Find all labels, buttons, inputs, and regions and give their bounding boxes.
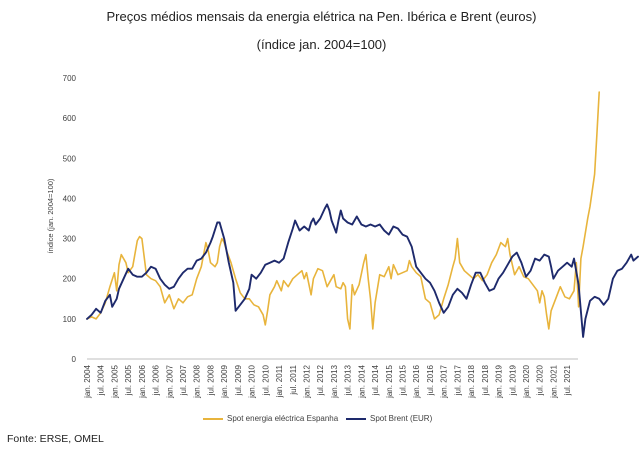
x-tick-label: jul. 2019	[508, 364, 517, 396]
x-tick-label: jul. 2015	[399, 364, 408, 396]
x-tick-label: jul. 2012	[316, 364, 325, 396]
x-tick-label: jan. 2004	[83, 364, 92, 398]
x-tick-label: jul. 2007	[179, 364, 188, 396]
series-layer	[86, 91, 639, 338]
x-tick-label: jul. 2005	[124, 364, 133, 396]
x-tick-label: jan. 2015	[385, 364, 394, 398]
legend-swatch-brent	[346, 417, 366, 420]
legend-label-brent: Spot Brent (EUR)	[370, 414, 433, 423]
x-tick-label: jul. 2010	[261, 364, 270, 396]
x-tick-label: jan. 2013	[330, 364, 339, 398]
x-tick-label: jul. 2020	[536, 364, 545, 396]
x-tick-label: jan. 2010	[248, 364, 257, 398]
x-tick-label: jan. 2014	[357, 364, 366, 398]
x-tick-label: jul. 2006	[152, 364, 161, 396]
series-line-spain	[86, 91, 600, 330]
x-tick-label: jul. 2018	[481, 364, 490, 396]
x-tick-label: jul. 2016	[426, 364, 435, 396]
x-tick-label: jan. 2018	[467, 364, 476, 398]
x-tick-label: jan. 2007	[165, 364, 174, 398]
x-tick-label: jan. 2008	[193, 364, 202, 398]
y-tick-label: 200	[63, 275, 77, 284]
x-tick-label: jan. 2016	[412, 364, 421, 398]
chart-title: Preços médios mensais da energia elétric…	[106, 9, 537, 24]
y-tick-label: 500	[63, 154, 77, 163]
legend-item-spain: Spot energia eléctrica Espanha	[203, 414, 338, 423]
legend-item-brent: Spot Brent (EUR)	[346, 414, 432, 423]
y-axis: 0 100 200 300 400 500 600 700	[63, 74, 77, 364]
x-tick-label: jan. 2011	[275, 364, 284, 398]
x-tick-label: jul. 2017	[453, 364, 462, 396]
legend-swatch-spain	[203, 417, 223, 420]
x-tick-label: jul. 2021	[563, 364, 572, 396]
x-tick-label: jul. 2009	[234, 364, 243, 396]
x-tick-label: jan. 2021	[549, 364, 558, 398]
x-tick-label: jul. 2011	[289, 364, 298, 395]
x-tick-label: jul. 2013	[344, 364, 353, 396]
y-tick-label: 0	[72, 355, 77, 364]
chart-subtitle: (índice jan. 2004=100)	[256, 37, 387, 52]
legend-label-spain: Spot energia eléctrica Espanha	[227, 414, 339, 423]
y-tick-label: 400	[63, 194, 77, 203]
x-tick-label: jan. 2006	[138, 364, 147, 398]
y-tick-label: 100	[63, 315, 77, 324]
x-tick-label: jan. 2017	[440, 364, 449, 398]
x-tick-label: jan. 2005	[110, 364, 119, 398]
y-tick-label: 600	[63, 114, 77, 123]
source-note: Fonte: ERSE, OMEL	[7, 433, 104, 445]
x-tick-label: jan. 2009	[220, 364, 229, 398]
x-tick-label: jul. 2014	[371, 364, 380, 396]
x-axis: jan. 2004 jul. 2004 jan. 2005 jul. 2005 jan.…	[83, 358, 578, 399]
y-tick-label: 300	[63, 235, 77, 244]
x-tick-label: jul. 2004	[97, 364, 106, 396]
y-axis-label: índice (jan. 2004=100)	[46, 178, 55, 253]
y-tick-label: 700	[63, 74, 77, 83]
series-line-brent	[86, 203, 639, 338]
x-tick-label: jul. 2008	[206, 364, 215, 396]
x-tick-label: jan. 2019	[495, 364, 504, 398]
x-tick-label: jan. 2012	[302, 364, 311, 398]
x-tick-label: jan. 2020	[522, 364, 531, 398]
